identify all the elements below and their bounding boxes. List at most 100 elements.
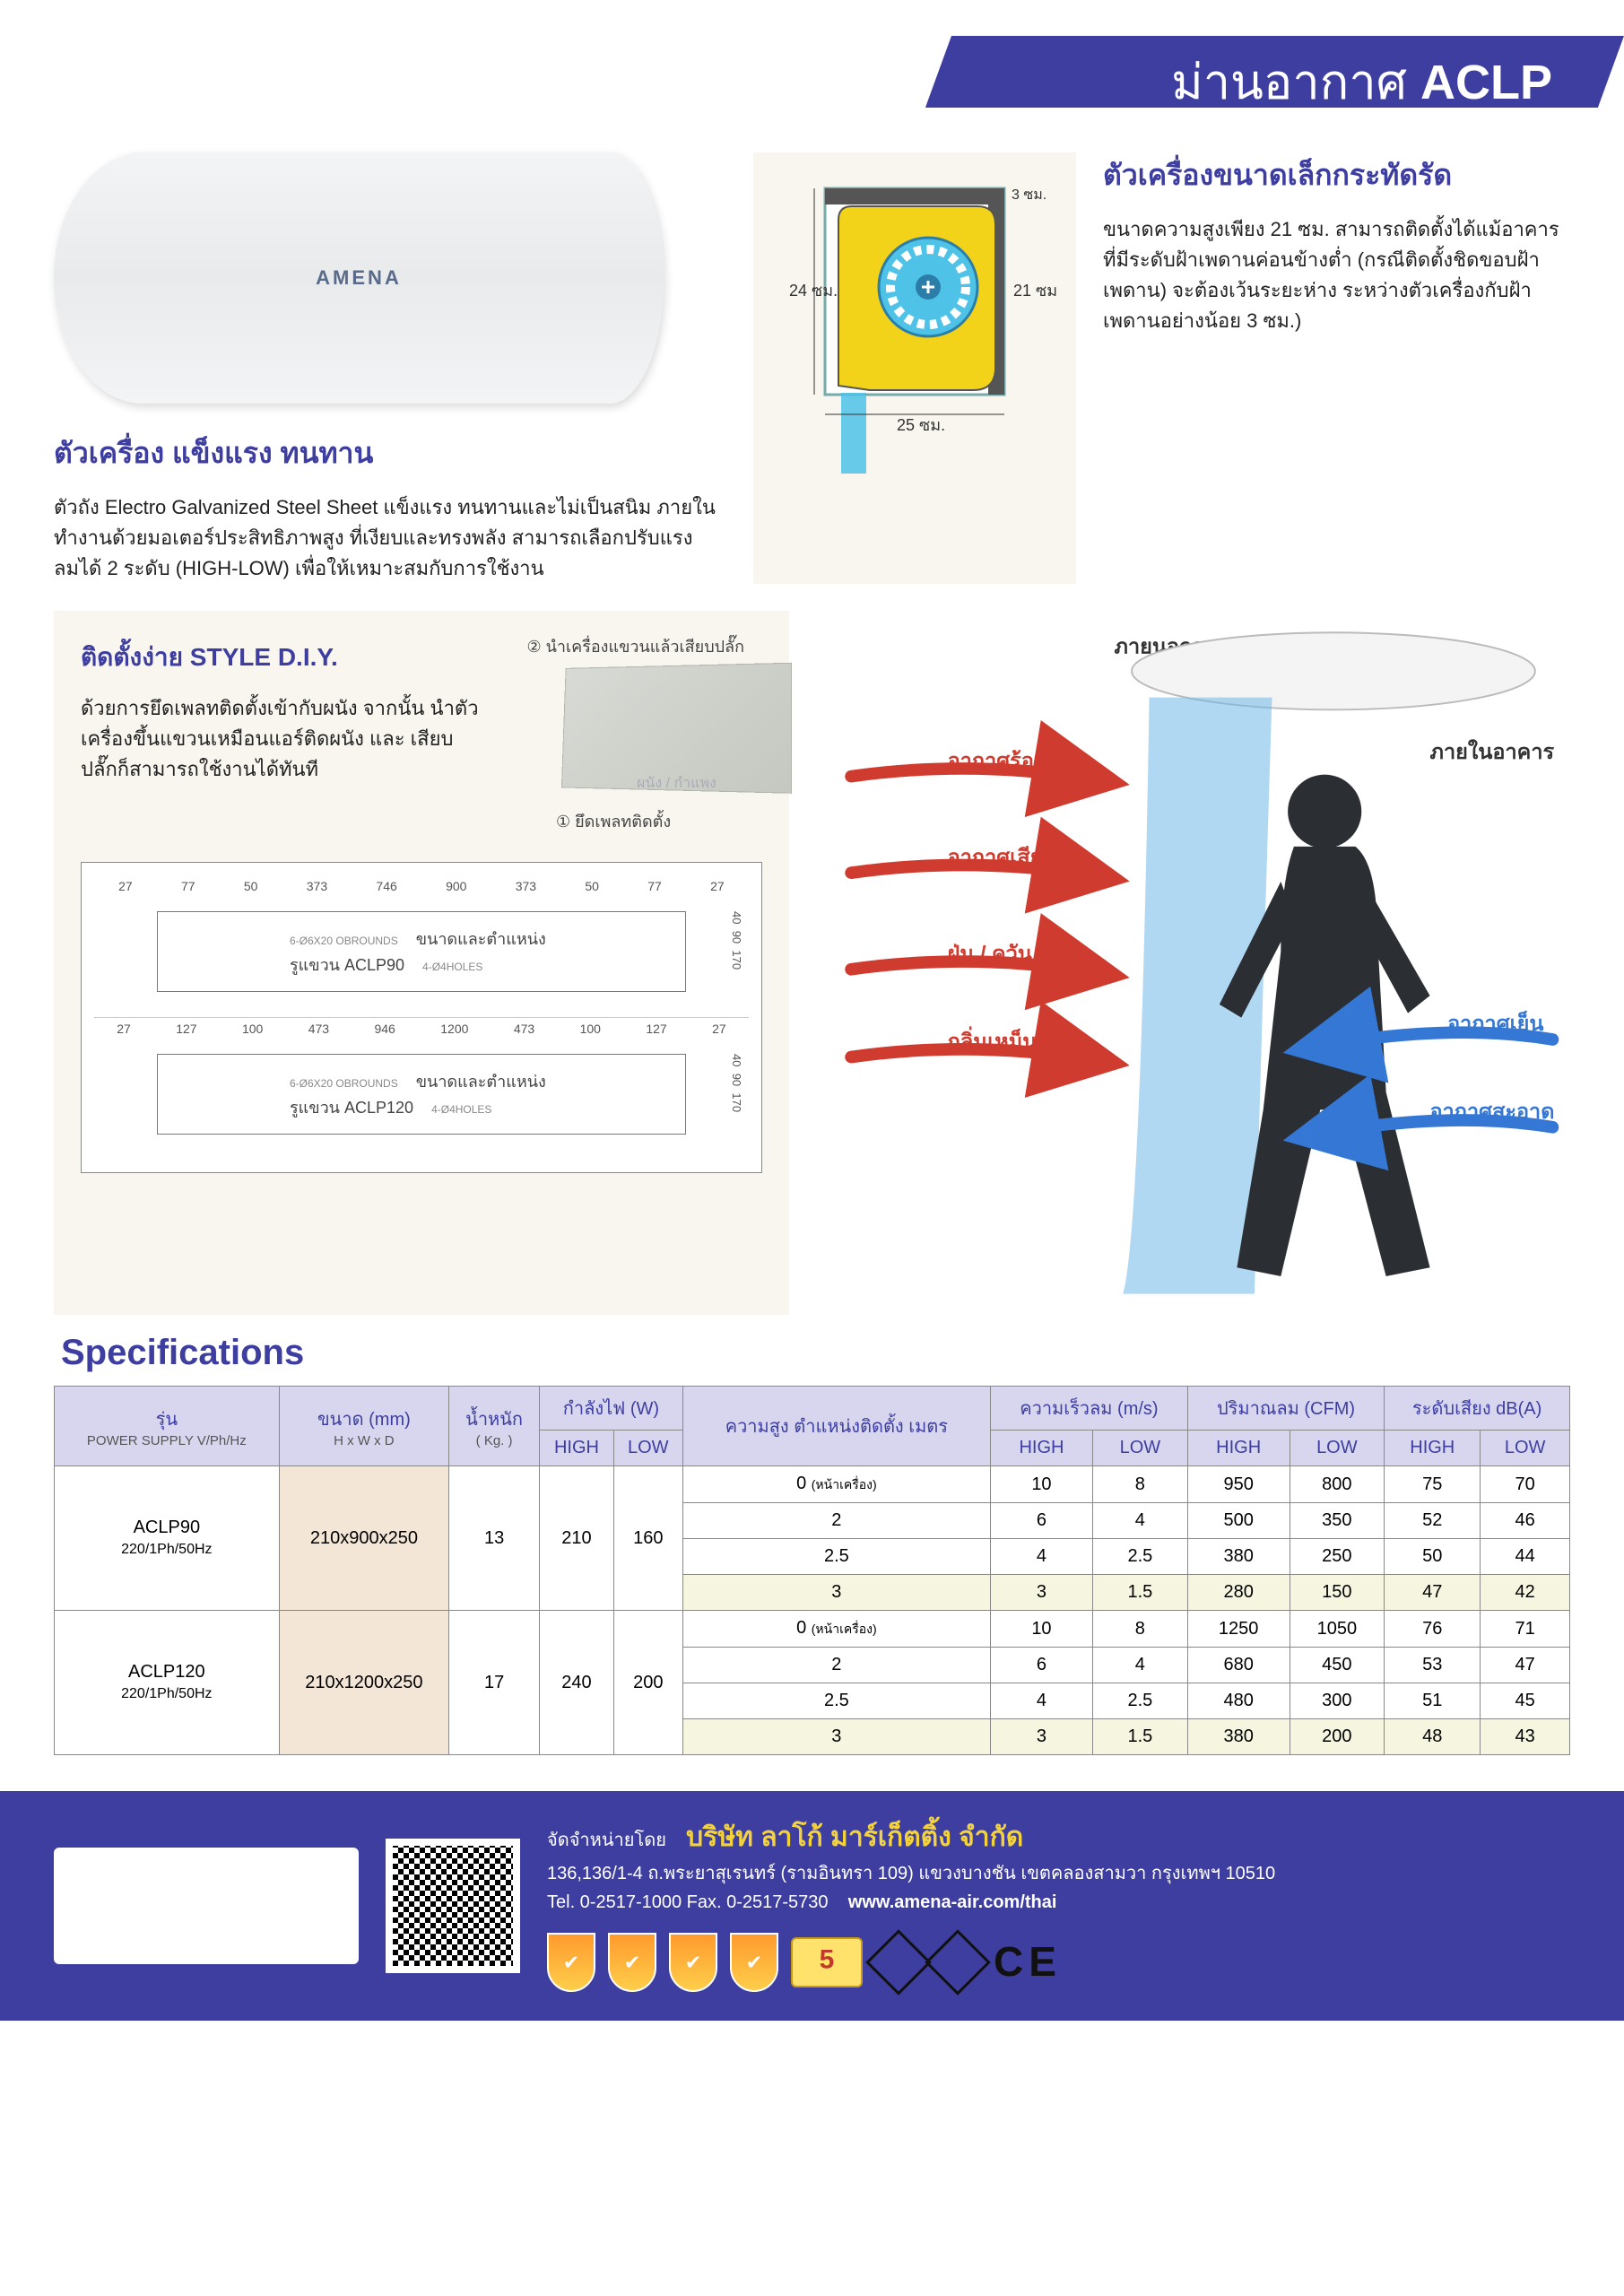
tech-drawings: 27 77 50 373 746 900 373 50 77 27 6-Ø6X2… (81, 862, 762, 1173)
diy-diagram: ② นำเครื่องแขวนแล้วเสียบปลั๊ก ผนัง / กำแ… (502, 638, 762, 835)
cell: 51 (1385, 1683, 1481, 1719)
col-noise: ระดับเสียง dB(A) (1385, 1387, 1570, 1431)
cell-h: 0 (หน้าเครื่อง) (682, 1466, 990, 1503)
cross-section-diagram: 24 ซม. 21 ซม. 3 ซม. 25 ซม. (753, 152, 1076, 584)
col-model: รุ่น POWER SUPPLY V/Ph/Hz (55, 1387, 280, 1466)
cell-weight: 13 (449, 1466, 540, 1611)
cell-size: 210x900x250 (279, 1466, 448, 1611)
footer-address: 136,136/1-4 ถ.พระยาสุเรนทร์ (รามอินทรา 1… (547, 1859, 1570, 1888)
label-bad: อากาศเสีย (948, 846, 1043, 869)
footer-tel: Tel. 0-2517-1000 Fax. 0-2517-5730 (547, 1892, 829, 1912)
cell-h: 3 (682, 1575, 990, 1611)
col-volume: ปริมาณลม (CFM) (1187, 1387, 1384, 1431)
drawing-aclp90: 27 77 50 373 746 900 373 50 77 27 6-Ø6X2… (94, 875, 749, 1018)
cell: 2.5 (1092, 1683, 1187, 1719)
cell: 44 (1481, 1539, 1570, 1575)
col-power: กำลังไฟ (W) (540, 1387, 683, 1431)
cell: 6 (990, 1648, 1092, 1683)
diy-body: ด้วยการยึดเพลทติดตั้งเข้ากับผนัง จากนั้น… (81, 693, 484, 785)
cell: 380 (1187, 1719, 1290, 1755)
cell: 10 (990, 1466, 1092, 1503)
cell: 1250 (1187, 1611, 1290, 1648)
cell: 300 (1290, 1683, 1385, 1719)
col-size: ขนาด (mm) H x W x D (279, 1387, 448, 1466)
cell: 4 (990, 1539, 1092, 1575)
cell: 48 (1385, 1719, 1481, 1755)
cell: 250 (1290, 1539, 1385, 1575)
cell: 71 (1481, 1611, 1570, 1648)
cell: 47 (1385, 1575, 1481, 1611)
dim-24: 24 ซม. (789, 282, 838, 300)
cell-h: 0 (หน้าเครื่อง) (682, 1611, 990, 1648)
label-clean: อากาศสะอาด (1430, 1100, 1555, 1123)
cell: 150 (1290, 1575, 1385, 1611)
dim-3: 3 ซม. (1012, 187, 1046, 203)
cell: 500 (1187, 1503, 1290, 1539)
cell: 50 (1385, 1539, 1481, 1575)
cell: 52 (1385, 1503, 1481, 1539)
diy-step1: ① ยึดเพลทติดตั้ง (556, 808, 671, 834)
cell: 350 (1290, 1503, 1385, 1539)
cert-icon (669, 1933, 717, 1992)
compact-title: ตัวเครื่องขนาดเล็กกระทัดรัด (1103, 152, 1570, 198)
label-hot: อากาศร้อน (948, 749, 1048, 772)
cell: 280 (1187, 1575, 1290, 1611)
product-image: AMENA (54, 152, 664, 404)
cell: 8 (1092, 1611, 1187, 1648)
cell: 1.5 (1092, 1575, 1187, 1611)
dist-label: จัดจำหน่ายโดย (547, 1831, 666, 1850)
footer-blank-box (54, 1848, 359, 1964)
cell: 76 (1385, 1611, 1481, 1648)
col-weight: น้ำหนัก ( Kg. ) (449, 1387, 540, 1466)
compact-body: ขนาดความสูงเพียง 21 ซม. สามารถติดตั้งได้… (1103, 214, 1570, 336)
cell: 45 (1481, 1683, 1570, 1719)
airflow-diagram: ภายนอกอาคาร ภายในอาคาร (816, 611, 1570, 1315)
label-smell: กลิ่นเหม็น (948, 1026, 1038, 1053)
qr-code (386, 1839, 520, 1973)
dim-21: 21 ซม. (1013, 282, 1058, 300)
cell: 1050 (1290, 1611, 1385, 1648)
cert-icon (608, 1933, 656, 1992)
cert-icon (730, 1933, 778, 1992)
tis-icon (865, 1929, 932, 1996)
cell: 70 (1481, 1466, 1570, 1503)
company-name: บริษัท ลาโก้ มาร์เก็ตติ้ง จำกัด (686, 1822, 1023, 1852)
cell-model: ACLP120220/1Ph/50Hz (55, 1611, 280, 1755)
header-title: ม่านอากาศ ACLP (1171, 43, 1552, 120)
cell-plow: 160 (613, 1466, 682, 1611)
cell: 47 (1481, 1648, 1570, 1683)
diy-step2: ② นำเครื่องแขวนแล้วเสียบปลั๊ก (526, 633, 744, 659)
dim-25: 25 ซม. (897, 416, 945, 434)
cell: 43 (1481, 1719, 1570, 1755)
cell: 950 (1187, 1466, 1290, 1503)
label-dust: ฝุ่น / ควัน (948, 942, 1032, 967)
cell-h: 2 (682, 1648, 990, 1683)
cell: 4 (1092, 1503, 1187, 1539)
cell-size: 210x1200x250 (279, 1611, 448, 1755)
footer: จัดจำหน่ายโดย บริษัท ลาโก้ มาร์เก็ตติ้ง … (0, 1791, 1624, 2021)
cell: 680 (1187, 1648, 1290, 1683)
cell: 380 (1187, 1539, 1290, 1575)
cell-model: ACLP90220/1Ph/50Hz (55, 1466, 280, 1611)
strength-title: ตัวเครื่อง แข็งแรง ทนทาน (54, 430, 717, 476)
cell-phigh: 210 (540, 1466, 614, 1611)
ce-icon: CE (994, 1929, 1062, 1996)
cell: 6 (990, 1503, 1092, 1539)
cell: 2.5 (1092, 1539, 1187, 1575)
warranty-5yr-icon (791, 1937, 863, 1987)
cell: 200 (1290, 1719, 1385, 1755)
diy-title: ติดตั้งง่าย STYLE D.I.Y. (81, 638, 484, 677)
footer-web: www.amena-air.com/thai (848, 1892, 1057, 1912)
cert-icon (547, 1933, 595, 1992)
cell-h: 3 (682, 1719, 990, 1755)
table-row: ACLP120220/1Ph/50Hz210x1200x250172402000… (55, 1611, 1570, 1648)
cell-plow: 200 (613, 1611, 682, 1755)
cell: 53 (1385, 1648, 1481, 1683)
header-model: ACLP (1420, 56, 1552, 109)
cell: 3 (990, 1575, 1092, 1611)
cell: 46 (1481, 1503, 1570, 1539)
cell: 450 (1290, 1648, 1385, 1683)
cell: 4 (990, 1683, 1092, 1719)
label-inside: ภายในอาคาร (1430, 739, 1555, 763)
label-cool: อากาศเย็น (1447, 1011, 1543, 1036)
